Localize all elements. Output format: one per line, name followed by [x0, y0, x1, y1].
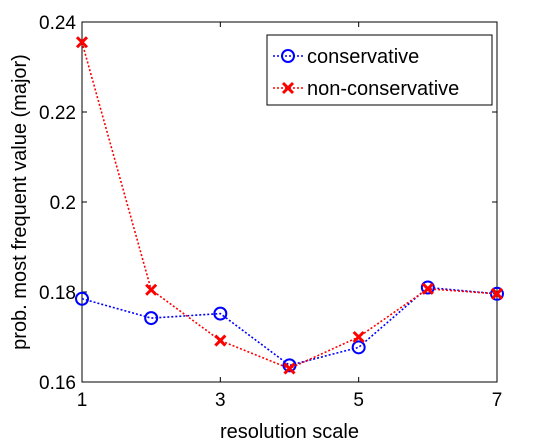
data-point-non-conservative-stroke — [75, 36, 89, 49]
data-point-non-conservative-stroke — [490, 287, 504, 300]
legend-label-conservative: conservative — [307, 46, 419, 68]
legend-box — [266, 34, 493, 106]
data-point-conservative — [420, 280, 435, 295]
x-tick-label: 1 — [77, 390, 88, 411]
series-layer — [75, 36, 504, 375]
legend-marker-conservative — [281, 49, 295, 63]
data-point-non-conservative — [145, 283, 158, 296]
data-point-non-conservative — [75, 36, 89, 49]
x-tick-label: 7 — [492, 390, 503, 411]
data-point-non-conservative-stroke — [421, 282, 434, 295]
y-axis: 0.16 0.18 0.2 0.22 0.24 — [39, 13, 497, 394]
data-point-conservative — [75, 291, 89, 306]
legend: conservative non-conservative — [266, 34, 493, 106]
legend-label-non-conservative: non-conservative — [307, 78, 459, 100]
y-axis-label: prob. most frequent value (major) — [9, 54, 31, 350]
data-point-conservative — [144, 311, 159, 326]
x-axis: 1 3 5 7 — [77, 22, 503, 411]
data-point-non-conservative — [283, 362, 296, 375]
legend-marker-non-conservative-stroke — [281, 81, 295, 95]
data-point-non-conservative-stroke — [145, 283, 158, 296]
data-point-non-conservative — [421, 282, 434, 295]
data-point-conservative — [351, 340, 366, 355]
y-tick-label: 0.16 — [39, 373, 76, 394]
data-point-non-conservative — [214, 334, 227, 347]
series-non-conservative — [75, 36, 504, 375]
y-tick-label: 0.22 — [39, 103, 76, 124]
x-tick-label: 5 — [353, 390, 364, 411]
data-point-non-conservative-stroke — [214, 334, 227, 347]
data-point-conservative — [213, 306, 228, 321]
x-axis-label: resolution scale — [220, 421, 359, 443]
data-point-non-conservative — [352, 330, 365, 344]
y-tick-label: 0.2 — [50, 193, 76, 214]
x-tick-label: 3 — [215, 390, 226, 411]
data-point-non-conservative — [490, 287, 504, 300]
legend-marker-non-conservative — [281, 81, 295, 95]
y-tick-label: 0.24 — [39, 13, 76, 34]
data-point-non-conservative-stroke — [352, 330, 365, 344]
y-tick-label: 0.18 — [39, 283, 76, 304]
data-point-non-conservative-stroke — [283, 362, 296, 375]
